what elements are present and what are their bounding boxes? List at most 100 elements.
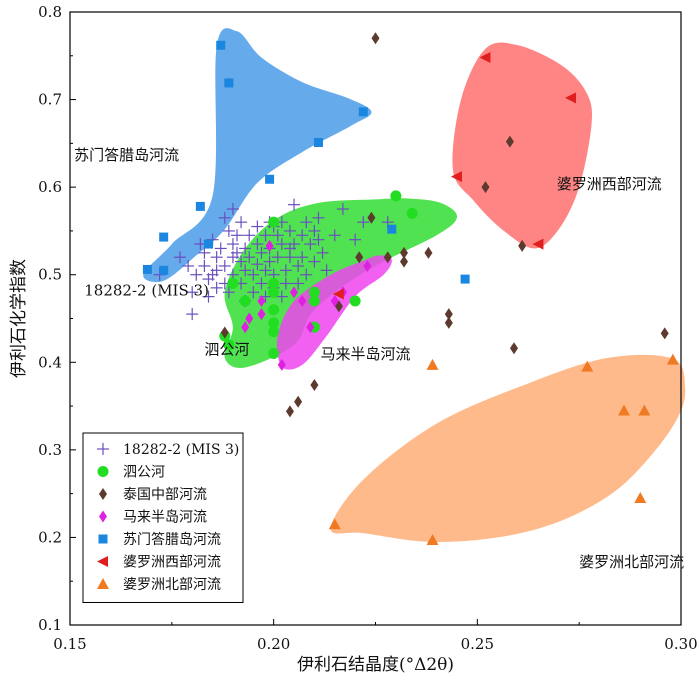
point-0-17 — [226, 203, 239, 216]
point-0-12 — [218, 211, 231, 224]
point-0-71 — [206, 268, 219, 281]
point-0-80 — [283, 242, 296, 255]
point-3-1 — [277, 358, 286, 371]
point-0-30 — [247, 286, 260, 299]
point-1-6 — [268, 286, 280, 298]
point-6-4 — [638, 404, 651, 416]
point-2-13 — [444, 316, 453, 329]
series-label-0: 18282-2 (MIS 3) — [84, 282, 209, 300]
legend-marker-0 — [97, 443, 109, 455]
point-1-12 — [308, 295, 320, 307]
point-0-64 — [320, 264, 333, 277]
point-6-1 — [581, 360, 594, 372]
point-6-5 — [634, 492, 647, 504]
point-0-2 — [186, 286, 199, 299]
point-0-1 — [173, 251, 186, 264]
point-2-14 — [509, 342, 518, 355]
point-2-10 — [220, 326, 229, 339]
point-3-2 — [290, 286, 299, 299]
series-4 — [142, 40, 470, 284]
region-layer — [143, 28, 686, 542]
point-0-27 — [243, 229, 256, 242]
point-0-72 — [198, 246, 211, 259]
point-0-29 — [247, 268, 260, 281]
y-tick-label-1: 0.2 — [38, 528, 62, 546]
point-0-66 — [336, 203, 349, 216]
point-0-11 — [214, 242, 227, 255]
legend-box — [82, 432, 244, 603]
point-0-63 — [316, 246, 329, 259]
x-axis-title: 伊利石结晶度(°Δ2θ) — [297, 655, 454, 675]
point-2-8 — [400, 255, 409, 268]
point-1-1 — [223, 339, 235, 351]
legend-entry-5: 婆罗洲西部河流 — [123, 555, 221, 571]
point-1-3 — [239, 295, 251, 307]
x-tick-label-3: 0.30 — [664, 635, 697, 653]
point-0-55 — [296, 251, 309, 264]
y-tick-label-4: 0.5 — [38, 266, 62, 284]
point-6-3 — [617, 404, 630, 416]
y-tick-label-3: 0.4 — [38, 353, 62, 371]
point-3-5 — [330, 294, 339, 307]
point-0-74 — [182, 259, 195, 272]
point-0-21 — [231, 229, 244, 242]
point-0-65 — [328, 229, 341, 242]
point-5-0 — [479, 52, 491, 64]
point-4-9 — [387, 224, 397, 234]
region-label-2: 马来半岛河流 — [321, 345, 411, 363]
region-0 — [143, 28, 372, 283]
legend-entry-1: 泗公河 — [123, 465, 165, 481]
point-4-5 — [159, 232, 169, 242]
point-1-11 — [308, 286, 320, 298]
legend-marker-2 — [99, 488, 107, 500]
series-6 — [328, 353, 679, 546]
point-2-5 — [355, 251, 364, 264]
point-2-17 — [294, 395, 303, 408]
point-0-26 — [239, 264, 252, 277]
series-5 — [332, 52, 577, 300]
point-0-67 — [349, 233, 362, 246]
region-label-1: 泗公河 — [204, 340, 249, 358]
point-0-68 — [357, 216, 370, 229]
region-label-0: 苏门答腊岛河流 — [74, 146, 179, 164]
legend-entry-3: 马来半岛河流 — [123, 510, 207, 526]
point-4-0 — [216, 40, 226, 50]
point-0-16 — [222, 286, 235, 299]
point-1-8 — [268, 317, 280, 329]
point-0-22 — [235, 216, 248, 229]
point-1-4 — [268, 216, 280, 228]
legend-marker-3 — [99, 510, 107, 523]
region-4 — [330, 354, 686, 542]
point-0-48 — [279, 277, 292, 290]
legend-entry-2: 泰国中部河流 — [123, 487, 207, 503]
point-2-9 — [424, 246, 433, 259]
point-4-1 — [224, 78, 234, 88]
x-tick-label-1: 0.20 — [257, 635, 290, 653]
legend-marker-6 — [97, 578, 109, 589]
point-2-12 — [444, 308, 453, 321]
point-0-31 — [251, 220, 264, 233]
point-0-33 — [251, 258, 264, 271]
legend-marker-4 — [98, 534, 108, 544]
point-0-34 — [255, 246, 268, 259]
point-0-58 — [304, 238, 317, 251]
legend-entry-4: 苏门答腊岛河流 — [123, 531, 221, 548]
point-4-11 — [460, 274, 470, 284]
point-1-14 — [349, 295, 361, 307]
series-0 — [153, 198, 394, 321]
point-0-49 — [283, 224, 296, 237]
point-0-78 — [275, 290, 288, 303]
point-2-0 — [371, 32, 380, 45]
point-0-18 — [226, 238, 239, 251]
point-6-0 — [426, 358, 439, 370]
point-1-2 — [227, 277, 239, 289]
point-0-36 — [259, 229, 272, 242]
y-tick-label-7: 0.8 — [38, 3, 62, 21]
point-1-10 — [268, 348, 280, 360]
point-6-6 — [328, 518, 341, 530]
point-0-14 — [218, 259, 231, 272]
point-2-15 — [660, 327, 669, 340]
y-tick-label-6: 0.7 — [38, 91, 62, 109]
